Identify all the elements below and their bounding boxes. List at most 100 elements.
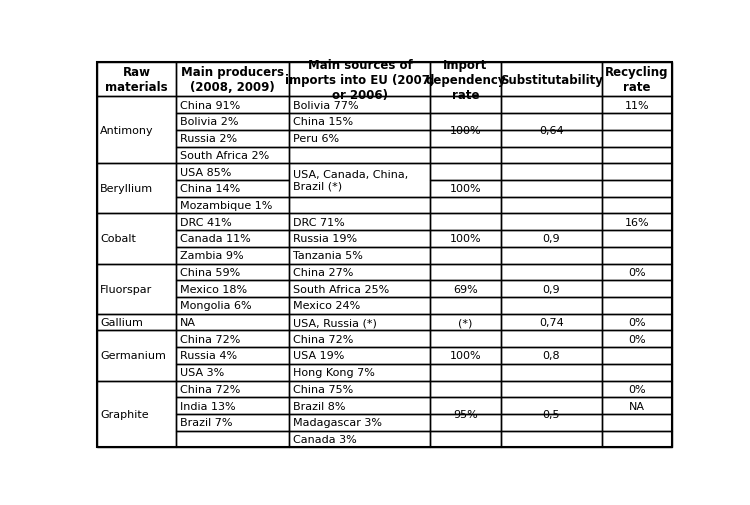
Text: USA, Russia (*): USA, Russia (*)	[293, 318, 376, 327]
Text: Mongolia 6%: Mongolia 6%	[180, 300, 251, 311]
Text: Import
dependency
rate: Import dependency rate	[425, 59, 506, 102]
Bar	[602, 164, 672, 181]
Text: Antimony: Antimony	[100, 126, 154, 135]
Bar	[430, 131, 501, 147]
Text: Germanium: Germanium	[100, 351, 166, 361]
Text: 0,64: 0,64	[539, 126, 563, 135]
Bar	[176, 114, 290, 131]
Text: 0%: 0%	[628, 334, 646, 344]
Bar	[501, 63, 602, 97]
Bar	[97, 314, 176, 331]
Bar	[176, 331, 290, 347]
Text: Fluorspar: Fluorspar	[100, 284, 152, 294]
Bar	[290, 364, 430, 381]
Bar	[602, 397, 672, 414]
Bar	[602, 197, 672, 214]
Text: China 27%: China 27%	[293, 267, 353, 277]
Text: 11%: 11%	[625, 100, 650, 111]
Bar	[501, 131, 602, 147]
Text: Russia 4%: Russia 4%	[180, 351, 237, 361]
Bar	[430, 414, 501, 431]
Text: 16%: 16%	[625, 217, 650, 227]
Bar	[97, 97, 176, 164]
Text: 100%: 100%	[450, 184, 482, 194]
Bar	[602, 231, 672, 247]
Text: DRC 41%: DRC 41%	[180, 217, 232, 227]
Text: Canada 11%: Canada 11%	[180, 234, 250, 244]
Text: 95%: 95%	[453, 409, 478, 419]
Bar	[501, 231, 602, 247]
Bar	[176, 63, 290, 97]
Text: NA: NA	[180, 318, 196, 327]
Text: China 72%: China 72%	[293, 334, 353, 344]
Bar	[602, 364, 672, 381]
Text: Hong Kong 7%: Hong Kong 7%	[293, 368, 375, 377]
Bar	[602, 147, 672, 164]
Text: 0,5: 0,5	[542, 409, 560, 419]
Bar	[290, 397, 430, 414]
Text: Graphite: Graphite	[100, 409, 148, 419]
Text: Main producers
(2008, 2009): Main producers (2008, 2009)	[182, 66, 284, 94]
Text: Cobalt: Cobalt	[100, 234, 136, 244]
Text: Bolivia 2%: Bolivia 2%	[180, 117, 238, 127]
Text: Russia 19%: Russia 19%	[293, 234, 357, 244]
Bar	[501, 247, 602, 264]
Text: Recycling
rate: Recycling rate	[605, 66, 669, 94]
Bar	[176, 164, 290, 181]
Bar	[501, 181, 602, 197]
Bar	[290, 414, 430, 431]
Text: China 72%: China 72%	[180, 334, 240, 344]
Text: 0,9: 0,9	[542, 234, 560, 244]
Bar	[602, 181, 672, 197]
Bar	[176, 297, 290, 314]
Text: China 14%: China 14%	[180, 184, 240, 194]
Bar	[290, 347, 430, 364]
Bar	[602, 131, 672, 147]
Bar	[602, 331, 672, 347]
Bar	[290, 331, 430, 347]
Bar	[602, 214, 672, 231]
Bar	[176, 397, 290, 414]
Bar	[176, 347, 290, 364]
Text: Madagascar 3%: Madagascar 3%	[293, 418, 382, 427]
Bar	[176, 281, 290, 297]
Bar	[602, 264, 672, 281]
Bar	[290, 381, 430, 397]
Bar	[430, 114, 501, 131]
Bar	[501, 297, 602, 314]
Bar	[501, 314, 602, 331]
Text: Main sources of
imports into EU (2007,
or 2006): Main sources of imports into EU (2007, o…	[285, 59, 435, 102]
Bar	[501, 147, 602, 164]
Text: China 59%: China 59%	[180, 267, 240, 277]
Bar	[176, 231, 290, 247]
Bar	[176, 431, 290, 447]
Bar	[501, 381, 602, 397]
Bar	[430, 331, 501, 347]
Bar	[430, 397, 501, 414]
Bar	[290, 247, 430, 264]
Bar	[176, 247, 290, 264]
Text: China 75%: China 75%	[293, 384, 353, 394]
Text: Mozambique 1%: Mozambique 1%	[180, 200, 272, 211]
Bar	[430, 63, 501, 97]
Bar	[290, 147, 430, 164]
Bar	[290, 164, 430, 197]
Text: Russia 2%: Russia 2%	[180, 134, 237, 144]
Bar	[602, 281, 672, 297]
Bar	[430, 231, 501, 247]
Bar	[430, 247, 501, 264]
Text: Beryllium: Beryllium	[100, 184, 153, 194]
Text: Substitutability: Substitutability	[500, 73, 603, 86]
Text: India 13%: India 13%	[180, 401, 236, 411]
Bar	[602, 297, 672, 314]
Bar	[501, 114, 602, 131]
Text: South Africa 25%: South Africa 25%	[293, 284, 389, 294]
Bar	[501, 397, 602, 414]
Text: 0%: 0%	[628, 318, 646, 327]
Bar	[501, 214, 602, 231]
Text: Bolivia 77%: Bolivia 77%	[293, 100, 358, 111]
Text: 0,8: 0,8	[542, 351, 560, 361]
Text: USA 3%: USA 3%	[180, 368, 224, 377]
Bar	[290, 63, 430, 97]
Text: South Africa 2%: South Africa 2%	[180, 150, 269, 161]
